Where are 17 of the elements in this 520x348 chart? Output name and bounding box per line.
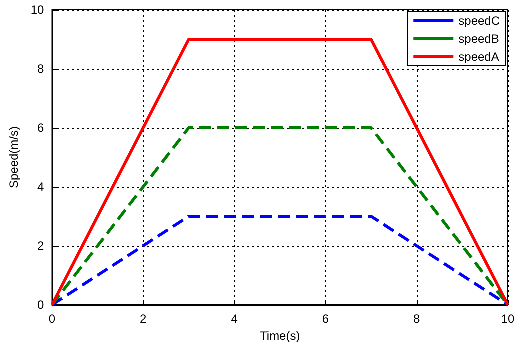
y-tick-label: 2	[38, 239, 45, 253]
x-tick-label: 10	[501, 312, 515, 326]
legend-label: speedC	[458, 14, 500, 28]
x-axis-title: Time(s)	[260, 328, 300, 343]
y-axis-title: Speed(m/s)	[7, 126, 21, 189]
y-tick-label: 10	[30, 3, 45, 17]
y-tick-label: 0	[38, 298, 45, 312]
x-tick-label: 0	[48, 312, 56, 326]
y-tick-label: 6	[38, 121, 45, 135]
legend-label: speedA	[458, 50, 500, 64]
y-tick-label: 8	[38, 62, 45, 76]
x-tick-label: 2	[140, 312, 148, 326]
x-tick-label: 6	[322, 312, 330, 326]
legend-label: speedB	[458, 32, 500, 46]
x-tick-label: 8	[414, 312, 421, 326]
y-tick-label: 4	[38, 180, 45, 194]
x-tick-label: 4	[231, 312, 238, 326]
